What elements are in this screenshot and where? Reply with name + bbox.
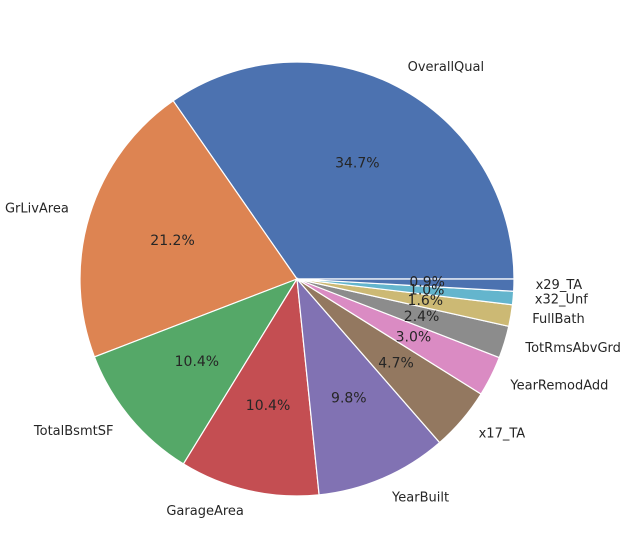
slice-label-overallqual: OverallQual <box>408 60 485 75</box>
pct-label-totalbsmtsf: 10.4% <box>175 354 219 370</box>
pct-label-yearremodadd: 3.0% <box>396 329 432 345</box>
pct-label-overallqual: 34.7% <box>335 156 379 172</box>
slice-labels: OverallQual GrLivArea TotalBsmtSF GarageAre… <box>5 60 621 519</box>
pie-slice-grlivarea <box>79 99 298 358</box>
slice-label-fullbath: FullBath <box>532 312 584 327</box>
slice-label-x17-ta: x17_TA <box>479 426 526 441</box>
slice-label-yearbuilt: YearBuilt <box>391 490 449 505</box>
pie-slice-overallqual <box>172 61 515 280</box>
pct-label-garagearea: 10.4% <box>246 398 290 414</box>
slice-label-garagearea: GarageArea <box>166 504 244 519</box>
pct-label-yearbuilt: 9.8% <box>331 390 367 406</box>
pie-slice-x29-ta <box>296 278 515 292</box>
slice-label-x32-unf: x32_Unf <box>535 292 588 307</box>
pct-label-totrmsabvgrd: 2.4% <box>404 309 440 325</box>
slice-label-x29-ta: x29_TA <box>536 278 583 293</box>
pie-slice-garagearea <box>182 277 320 497</box>
percent-labels: 34.7% 21.2% 10.4% 10.4% 9.8% 4.7% 3.0% 2.4%1.6%… <box>150 156 445 414</box>
pct-label-x17-ta: 4.7% <box>378 355 414 371</box>
slice-label-totrmsabvgrd: TotRmsAbvGrd <box>524 341 621 356</box>
pie-slice-yearbuilt <box>296 277 441 496</box>
pct-label-fullbath: 1.6% <box>408 293 444 309</box>
pct-label-x32-unf: 1.0% <box>409 282 445 298</box>
pct-label-grlivarea: 21.2% <box>150 233 194 249</box>
pie-slice-totalbsmtsf <box>93 277 299 465</box>
pie-slices <box>79 61 515 497</box>
slice-label-totalbsmtsf: TotalBsmtSF <box>33 424 114 439</box>
slice-label-grlivarea: GrLivArea <box>5 201 69 216</box>
slice-label-yearremodadd: YearRemodAdd <box>509 378 608 393</box>
pct-label-x29-ta: 0.9% <box>409 275 445 291</box>
